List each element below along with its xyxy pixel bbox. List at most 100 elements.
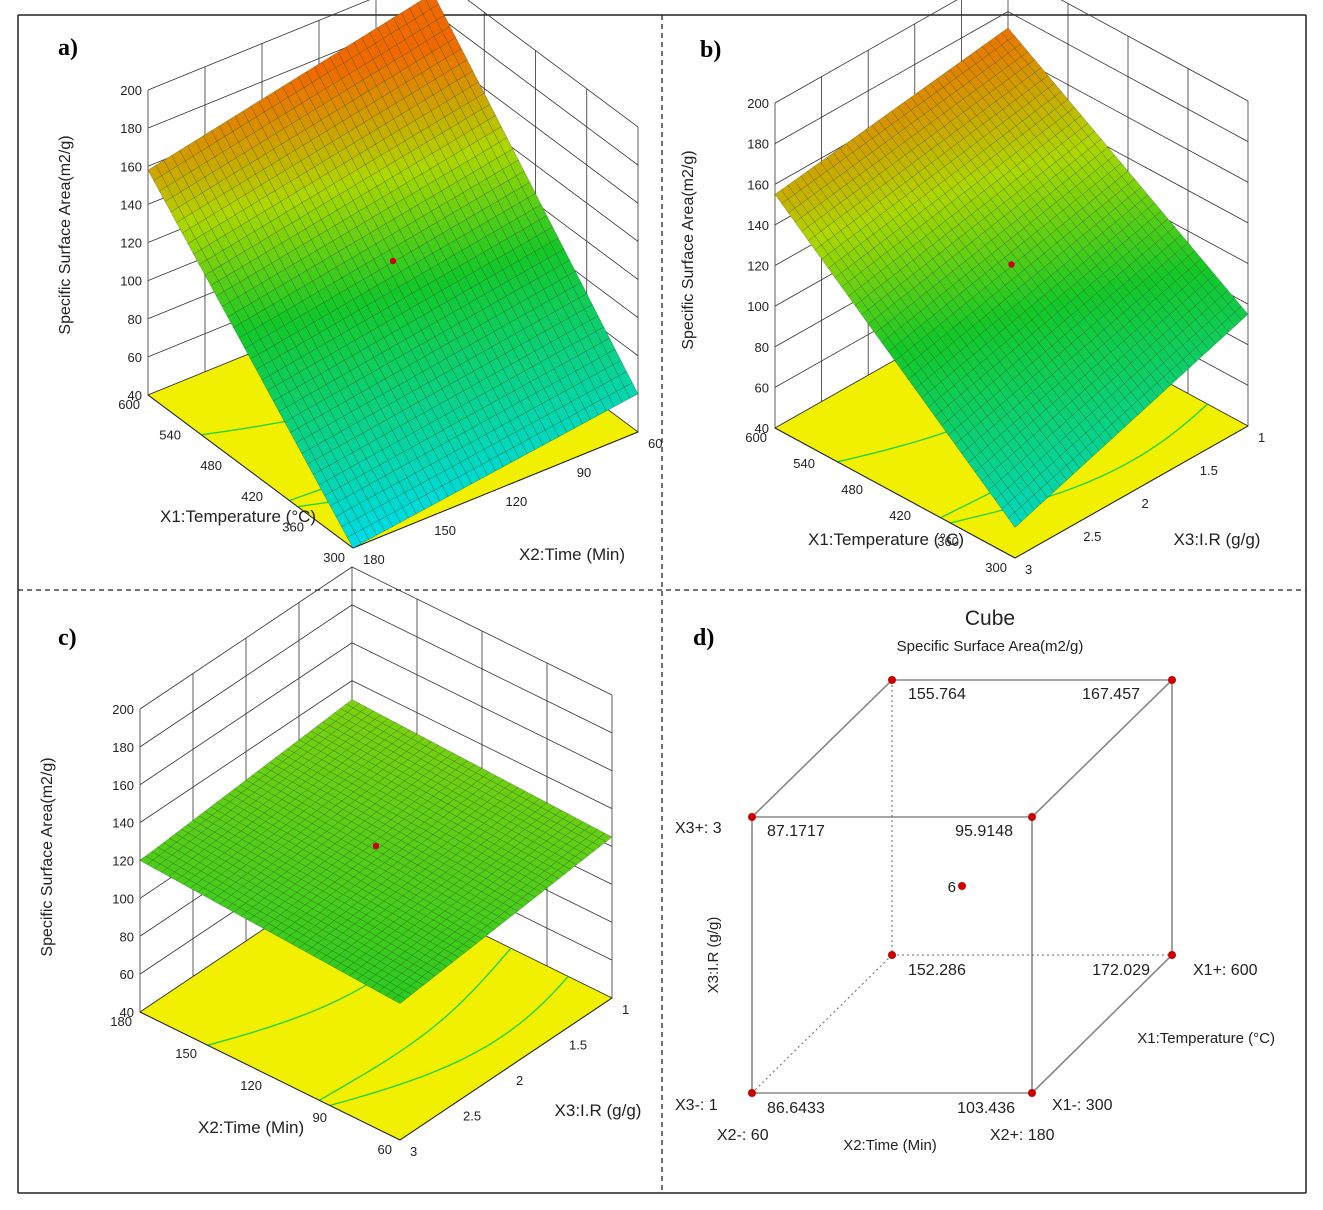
cube-hidden-edge (751, 954, 893, 1094)
z-axis-label: Specific Surface Area(m2/g) (680, 150, 697, 349)
x-tick-label: 300 (323, 550, 345, 565)
z-tick-label: 180 (112, 740, 134, 755)
cube-x3-axis-label: X3:I.R (g/g) (705, 917, 722, 994)
x-tick-label: 540 (159, 428, 181, 443)
floor-contour (329, 975, 569, 1107)
y-tick-label: 1 (1258, 430, 1265, 445)
z-tick-label: 40 (755, 421, 769, 436)
x-tick-label: 360 (282, 519, 304, 534)
cube-vertex-point (1028, 1089, 1036, 1097)
z-tick-label: 100 (747, 299, 769, 314)
y-tick-label: 3 (410, 1144, 417, 1159)
x-tick-label: 540 (793, 456, 815, 471)
design-center-point (389, 257, 397, 265)
x-tick-label: 420 (889, 508, 911, 523)
wall-gridline (774, 11, 1249, 144)
wall-gridline (139, 566, 613, 710)
x-tick-label: 150 (175, 1046, 197, 1061)
cube-factor-label: X3-: 1 (675, 1097, 718, 1114)
y-tick-label: 150 (434, 523, 456, 538)
wall-gridline (147, 0, 639, 128)
panel-b-surface-plot: b) 40 60 80 100 120 140 160 180 200 300 360 420 480 54… (680, 0, 1265, 577)
x-tick-label: 180 (110, 1014, 132, 1029)
z-tick-label: 200 (747, 96, 769, 111)
cube-vertex-point (1028, 813, 1036, 821)
cube-title: Cube (965, 607, 1015, 630)
design-center-point (1008, 261, 1015, 268)
panel-d-cube-plot: d) Cube Specific Surface Area(m2/g) 155.764… (675, 607, 1275, 1154)
y-tick-label: 1.5 (1200, 463, 1218, 478)
z-tick-label: 80 (755, 340, 769, 355)
cube-value: 155.764 (908, 686, 966, 703)
y-tick-label: 90 (577, 465, 591, 480)
surface-cell (598, 833, 613, 842)
x-tick-label: 60 (378, 1142, 392, 1157)
panel-letter: b) (700, 37, 721, 63)
z-tick-label: 120 (747, 259, 769, 274)
x-tick-label: 300 (985, 560, 1007, 575)
y-tick-label: 120 (506, 494, 528, 509)
floor-contour (319, 947, 512, 1101)
panel-a-surface-plot: a) 40 60 80 100 120 140 160 180 200 300 360 420 480 54… (57, 0, 662, 567)
x-axis-label: X1:Temperature (°C) (808, 530, 964, 549)
z-tick-label: 60 (128, 350, 142, 365)
cube-edge (1031, 954, 1173, 1094)
design-center-point (372, 842, 380, 850)
y-tick-label: 1 (622, 1002, 629, 1017)
z-tick-label: 160 (112, 778, 134, 793)
surface-cell (1234, 306, 1249, 321)
x-axis-edge (139, 1011, 401, 1141)
cube-factor-label: X1-: 300 (1052, 1097, 1113, 1114)
y-axis-edge (352, 431, 639, 549)
cube-value: 152.286 (908, 962, 966, 979)
panel-c-surface-plot: c) 40 60 80 100 120 140 160 180 200 60 90 120 150 180 3… (39, 566, 642, 1159)
y-tick-label: 60 (648, 436, 662, 451)
cube-value: 172.029 (1092, 962, 1150, 979)
z-tick-label: 140 (747, 218, 769, 233)
cube-edge (751, 679, 893, 818)
surface-cell (624, 382, 639, 399)
x-tick-label: 420 (241, 489, 263, 504)
z-tick-label: 100 (120, 274, 142, 289)
cube-value: 86.6433 (767, 1100, 825, 1117)
cube-value: 167.457 (1082, 686, 1140, 703)
y-axis-label: X3:I.R (g/g) (1174, 530, 1261, 549)
cube-vertex-point (888, 951, 896, 959)
panel-letter: c) (58, 625, 77, 651)
z-tick-label: 140 (112, 816, 134, 831)
cube-factor-label: X3+: 3 (675, 820, 722, 837)
z-tick-label: 80 (128, 312, 142, 327)
x-tick-label: 480 (200, 458, 222, 473)
y-tick-label: 3 (1025, 562, 1032, 577)
y-tick-label: 2.5 (1083, 529, 1101, 544)
y-axis-label: X2:Time (Min) (519, 545, 625, 564)
x-axis-edge (147, 394, 354, 549)
z-tick-label: 120 (120, 236, 142, 251)
x-axis-label: X2:Time (Min) (198, 1118, 304, 1137)
y-axis-edge (399, 997, 613, 1141)
y-axis-edge (1014, 425, 1249, 559)
cube-vertex-point (748, 1089, 756, 1097)
cube-x1-axis-label: X1:Temperature (°C) (1137, 1030, 1275, 1047)
z-tick-label: 140 (120, 197, 142, 212)
z-axis-label: Specific Surface Area(m2/g) (57, 135, 74, 334)
cube-vertex-point (888, 676, 896, 684)
cube-factor-label: X1+: 600 (1193, 962, 1258, 979)
y-axis-label: X3:I.R (g/g) (555, 1101, 642, 1120)
x-tick-label: 360 (937, 534, 959, 549)
x-tick-label: 120 (240, 1078, 262, 1093)
cube-subtitle: Specific Surface Area(m2/g) (897, 638, 1084, 655)
x-axis-edge (774, 427, 1016, 559)
y-tick-label: 1.5 (569, 1038, 587, 1053)
y-tick-label: 2.5 (463, 1109, 481, 1124)
cube-x2-axis-label: X2:Time (Min) (843, 1137, 937, 1154)
cube-factor-label: X2+: 180 (990, 1127, 1055, 1144)
cube-vertex-point (1168, 676, 1176, 684)
cube-vertex-point (1168, 951, 1176, 959)
z-axis-label: Specific Surface Area(m2/g) (39, 757, 56, 956)
x-tick-label: 600 (118, 397, 140, 412)
z-tick-label: 180 (120, 121, 142, 136)
x-tick-label: 480 (841, 482, 863, 497)
wall-gridline (774, 0, 1249, 104)
